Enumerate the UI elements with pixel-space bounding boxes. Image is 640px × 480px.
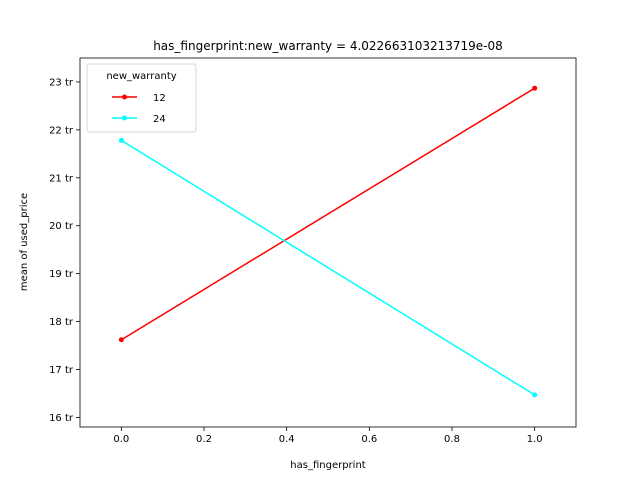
y-axis: 16 tr 17 tr 18 tr 19 tr 20 tr 21 tr 22 tr 23 tr <box>49 77 80 424</box>
plot-frame <box>79 57 577 428</box>
data-point-24 <box>532 392 538 398</box>
x-axis: 0.0 0.2 0.4 0.6 0.8 1.0 <box>113 427 543 445</box>
chart-title: has_fingerprint:new_warranty = 4.0226631… <box>153 39 503 53</box>
data-point-12 <box>532 85 538 91</box>
series-line-12 <box>120 87 536 341</box>
legend-box <box>86 63 197 133</box>
series-layer <box>118 85 538 398</box>
x-tick-label: 0.4 <box>279 434 295 445</box>
y-tick-label: 18 tr <box>49 317 74 328</box>
legend-label-24: 24 <box>153 114 166 125</box>
legend: new_warranty 12 24 <box>86 63 197 133</box>
x-tick-label: 1.0 <box>527 434 543 445</box>
x-tick-label: 0.6 <box>361 434 377 445</box>
y-tick-label: 20 tr <box>49 221 74 232</box>
y-tick-label: 16 tr <box>49 413 74 424</box>
y-tick-label: 19 tr <box>49 269 74 280</box>
legend-title: new_warranty <box>106 71 176 82</box>
legend-marker-12 <box>122 94 127 100</box>
data-point-24 <box>118 137 124 143</box>
legend-marker-24 <box>122 115 127 121</box>
y-tick-label: 23 tr <box>49 77 74 88</box>
y-tick-label: 22 tr <box>49 125 74 136</box>
series-line-24 <box>120 139 536 396</box>
x-axis-label: has_fingerprint <box>290 460 365 471</box>
data-point-12 <box>118 337 124 343</box>
x-tick-label: 0.8 <box>444 434 460 445</box>
y-axis-label: mean of used_price <box>19 193 30 291</box>
y-tick-label: 17 tr <box>49 365 74 376</box>
plot-area <box>79 57 577 428</box>
x-tick-label: 0.2 <box>196 434 212 445</box>
legend-label-12: 12 <box>153 93 166 104</box>
x-tick-label: 0.0 <box>113 434 129 445</box>
y-tick-label: 21 tr <box>49 173 74 184</box>
